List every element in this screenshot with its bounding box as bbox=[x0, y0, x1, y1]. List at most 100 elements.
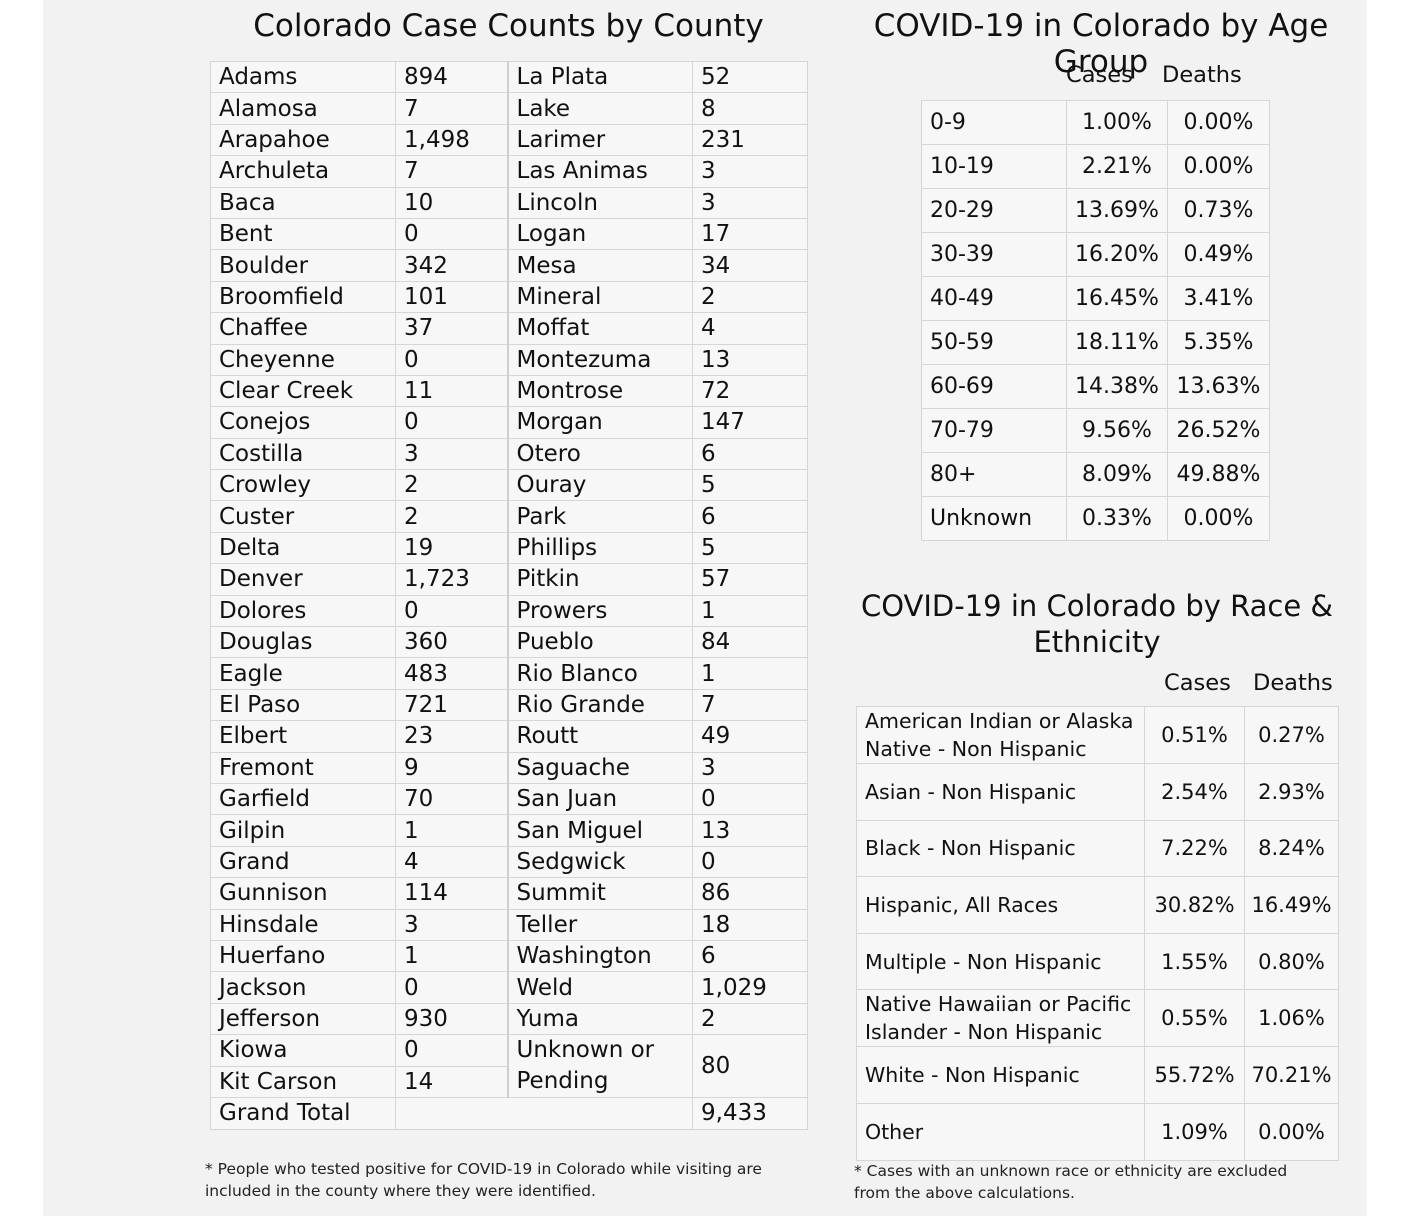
race-cases: 7.22% bbox=[1144, 819, 1245, 878]
table-row: Dolores 0 Prowers 1 bbox=[210, 594, 808, 628]
race-cases: 55.72% bbox=[1144, 1046, 1245, 1104]
county-name: Boulder bbox=[210, 249, 396, 282]
county-name: Gilpin bbox=[210, 814, 396, 847]
race-group: Asian - Non Hispanic bbox=[856, 763, 1145, 821]
table-row: Chaffee 37 Moffat 4 bbox=[210, 312, 808, 345]
county-count: 49 bbox=[692, 720, 808, 753]
race-group: Other bbox=[856, 1102, 1145, 1161]
race-group: White - Non Hispanic bbox=[856, 1046, 1145, 1104]
county-count: 6 bbox=[692, 939, 808, 973]
age-cases-header: Cases bbox=[1066, 62, 1133, 88]
race-deaths: 0.00% bbox=[1244, 1102, 1339, 1161]
county-name: San Miguel bbox=[506, 814, 693, 847]
county-count: 1 bbox=[395, 814, 508, 847]
table-row: Eagle 483 Rio Blanco 1 bbox=[210, 657, 808, 690]
county-count: 7 bbox=[395, 155, 508, 188]
county-name: Otero bbox=[506, 437, 693, 471]
county-count: 84 bbox=[692, 626, 808, 659]
county-name: Costilla bbox=[210, 437, 396, 471]
table-row: Kit Carson 14 bbox=[210, 1065, 808, 1099]
county-name: Garfield bbox=[210, 782, 396, 816]
table-row: Elbert 23 Routt 49 bbox=[210, 720, 808, 753]
age-cases: 13.69% bbox=[1066, 188, 1168, 233]
county-name: Lincoln bbox=[506, 186, 693, 219]
table-row: Douglas 360 Pueblo 84 bbox=[210, 626, 808, 659]
county-count: 14 bbox=[395, 1065, 508, 1099]
county-count: 34 bbox=[692, 249, 808, 282]
race-title-line2: Ethnicity bbox=[1033, 625, 1161, 659]
age-group: 0-9 bbox=[921, 100, 1067, 145]
county-count: 483 bbox=[395, 657, 508, 690]
table-row: Jackson 0 Weld 1,029 bbox=[210, 971, 808, 1004]
race-footnote: * Cases with an unknown race or ethnicit… bbox=[854, 1162, 1288, 1202]
county-name: Jefferson bbox=[210, 1002, 396, 1036]
age-cases: 8.09% bbox=[1066, 452, 1168, 497]
age-deaths: 0.00% bbox=[1167, 496, 1270, 541]
table-row: 20-29 13.69% 0.73% bbox=[921, 188, 1270, 233]
race-ethnicity-table: American Indian or Alaska Native - Non H… bbox=[856, 706, 1339, 1161]
county-name: Sedgwick bbox=[506, 845, 693, 879]
county-count: 147 bbox=[692, 406, 808, 439]
table-row: Jefferson 930 Yuma 2 bbox=[210, 1002, 808, 1036]
county-count: 2 bbox=[395, 469, 508, 502]
county-name: Las Animas bbox=[506, 155, 693, 188]
county-count: 0 bbox=[692, 782, 808, 816]
table-row: Broomfield 101 Mineral 2 bbox=[210, 280, 808, 314]
race-group: Multiple - Non Hispanic bbox=[856, 932, 1145, 991]
county-name: Pueblo bbox=[506, 626, 693, 659]
county-count: 360 bbox=[395, 626, 508, 659]
county-count: 0 bbox=[395, 1034, 508, 1067]
county-count-unknown: 80 bbox=[692, 1034, 808, 1099]
race-deaths: 0.80% bbox=[1244, 932, 1339, 991]
table-row: Gilpin 1 San Miguel 13 bbox=[210, 814, 808, 847]
age-deaths: 0.00% bbox=[1167, 144, 1270, 189]
table-row: White - Non Hispanic 55.72% 70.21% bbox=[856, 1046, 1339, 1104]
age-deaths: 0.73% bbox=[1167, 188, 1270, 233]
county-name: Saguache bbox=[506, 751, 693, 784]
table-row: 0-9 1.00% 0.00% bbox=[921, 100, 1270, 145]
table-row: Bent 0 Logan 17 bbox=[210, 217, 808, 251]
race-title-line1: COVID-19 in Colorado by Race & bbox=[860, 589, 1334, 623]
county-name-unknown: Unknown or Pending bbox=[506, 1034, 693, 1099]
county-name: Mesa bbox=[506, 249, 693, 282]
age-group-table: 0-9 1.00% 0.00% 10-19 2.21% 0.00% 20-29 13.69% 0… bbox=[921, 100, 1270, 541]
county-count: 3 bbox=[692, 155, 808, 188]
county-name: San Juan bbox=[506, 782, 693, 816]
table-row: Huerfano 1 Washington 6 bbox=[210, 939, 808, 973]
county-count: 13 bbox=[692, 343, 808, 376]
county-name: Larimer bbox=[506, 123, 693, 157]
county-count: 10 bbox=[395, 186, 508, 219]
table-row: Costilla 3 Otero 6 bbox=[210, 437, 808, 471]
county-count: 2 bbox=[395, 500, 508, 533]
age-deaths: 3.41% bbox=[1167, 276, 1270, 321]
county-name: Eagle bbox=[210, 657, 396, 690]
race-cases: 2.54% bbox=[1144, 763, 1245, 821]
table-row: El Paso 721 Rio Grande 7 bbox=[210, 688, 808, 722]
county-count: 894 bbox=[395, 60, 508, 94]
age-table-title: COVID-19 in Colorado by Age Group bbox=[873, 8, 1329, 80]
county-name: Gunnison bbox=[210, 877, 396, 910]
county-count: 0 bbox=[692, 845, 808, 879]
county-count: 0 bbox=[395, 594, 508, 628]
county-name: Clear Creek bbox=[210, 374, 396, 408]
county-count: 1 bbox=[692, 594, 808, 628]
county-count: 3 bbox=[692, 186, 808, 219]
county-count: 2 bbox=[692, 280, 808, 314]
county-name: Yuma bbox=[506, 1002, 693, 1036]
county-name: Moffat bbox=[506, 312, 693, 345]
county-name: Montrose bbox=[506, 374, 693, 408]
county-count: 721 bbox=[395, 688, 508, 722]
race-cases: 0.55% bbox=[1144, 989, 1245, 1048]
county-count: 23 bbox=[395, 720, 508, 753]
grand-total-label: Grand Total bbox=[210, 1097, 396, 1130]
age-deaths-header: Deaths bbox=[1162, 62, 1242, 88]
county-name: Conejos bbox=[210, 406, 396, 439]
county-name: Douglas bbox=[210, 626, 396, 659]
table-row: Multiple - Non Hispanic 1.55% 0.80% bbox=[856, 932, 1339, 991]
county-count: 52 bbox=[692, 60, 808, 94]
county-count: 5 bbox=[692, 531, 808, 565]
county-name: Morgan bbox=[506, 406, 693, 439]
race-cases: 1.09% bbox=[1144, 1102, 1245, 1161]
county-name: El Paso bbox=[210, 688, 396, 722]
county-name: Kit Carson bbox=[210, 1065, 396, 1099]
